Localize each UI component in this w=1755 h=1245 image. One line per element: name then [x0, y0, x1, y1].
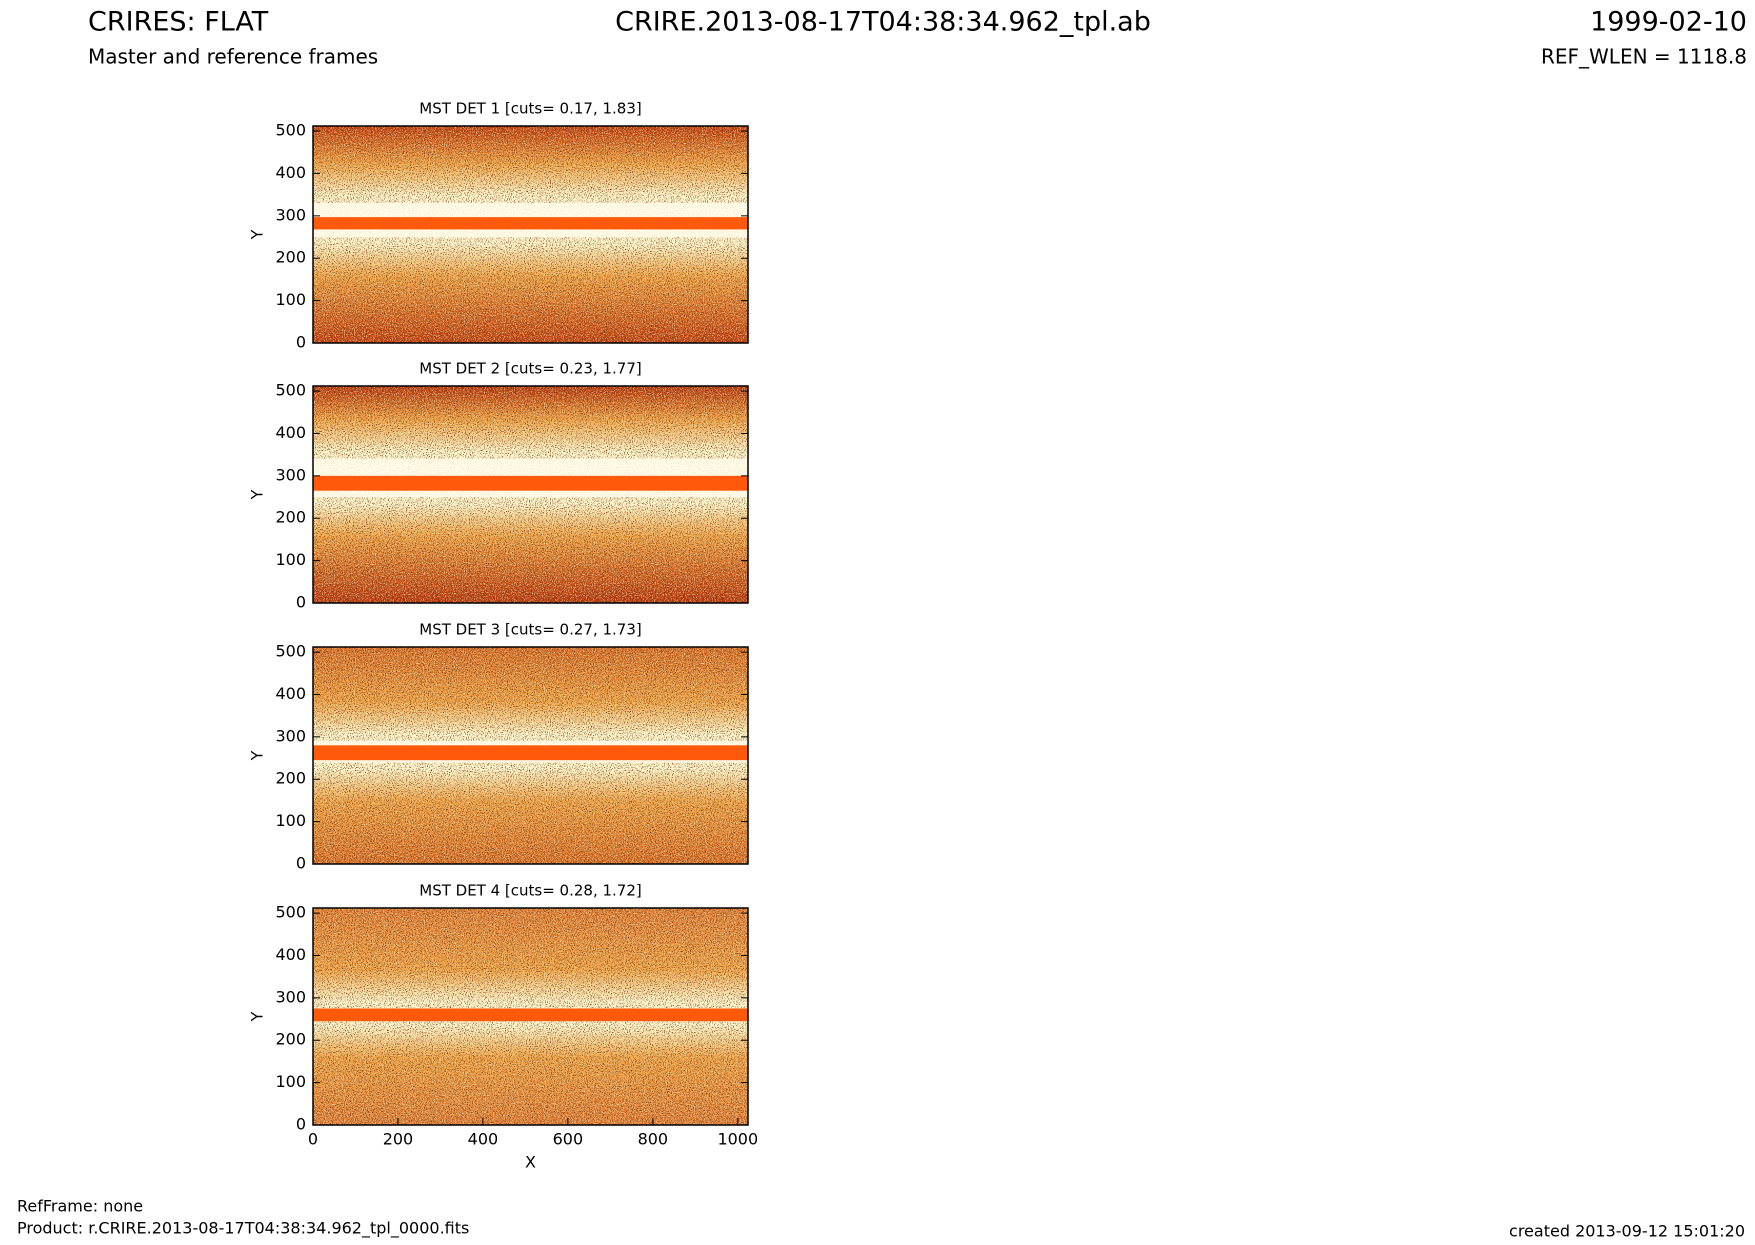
x-tick-label: 600	[553, 1130, 584, 1149]
y-tick-label: 0	[296, 854, 306, 873]
y-tick-label: 400	[275, 945, 306, 964]
image	[313, 386, 748, 603]
y-axis-label: Y	[248, 1011, 267, 1022]
panel: MST DET 2 [cuts= 0.23, 1.77] Y 0 100 200 300 4…	[248, 360, 749, 612]
y-tick-label: 100	[275, 550, 306, 569]
y-tick-label: 500	[275, 903, 306, 922]
panel: MST DET 3 [cuts= 0.27, 1.73] Y 0 100 200 300 4…	[248, 621, 749, 873]
y-tick-label: 500	[275, 381, 306, 400]
y-tick-label: 0	[296, 593, 306, 612]
x-axis-label: X	[525, 1153, 536, 1172]
y-tick-label: 0	[296, 1115, 306, 1134]
file-name: CRIRE.2013-08-17T04:38:34.962_tpl.ab	[615, 7, 1151, 38]
y-axis-label: Y	[248, 229, 267, 240]
y-axis-label: Y	[248, 750, 267, 761]
x-tick-label: 800	[638, 1130, 669, 1149]
y-tick-label: 300	[275, 726, 306, 745]
panel-title: MST DET 2 [cuts= 0.23, 1.77]	[419, 360, 642, 378]
x-tick-label: 200	[383, 1130, 414, 1149]
image	[313, 647, 748, 864]
image-band	[313, 217, 748, 230]
axes-frame	[312, 646, 749, 865]
y-tick-label: 100	[275, 290, 306, 309]
panel: MST DET 4 [cuts= 0.28, 1.72] Y 0 100 200 300 4…	[248, 882, 759, 1172]
y-tick-label: 100	[275, 811, 306, 830]
axes-frame	[312, 385, 749, 604]
y-tick-label: 0	[296, 333, 306, 352]
image	[313, 126, 748, 343]
y-tick-label: 300	[275, 465, 306, 484]
y-tick-label: 400	[275, 423, 306, 442]
ref-wlen: REF_WLEN = 1118.8	[1541, 45, 1747, 69]
y-tick-label: 200	[275, 769, 306, 788]
image-band	[313, 745, 748, 761]
subtitle: Master and reference frames	[88, 45, 378, 69]
ref-frame: RefFrame: none	[17, 1197, 143, 1216]
panel-title: MST DET 4 [cuts= 0.28, 1.72]	[419, 882, 642, 900]
title: CRIRES: FLAT	[88, 7, 269, 38]
y-tick-label: 200	[275, 508, 306, 527]
product: Product: r.CRIRE.2013-08-17T04:38:34.962…	[17, 1219, 469, 1239]
image	[313, 908, 748, 1125]
x-tick-label: 400	[468, 1130, 499, 1149]
date: 1999-02-10	[1590, 7, 1747, 38]
image-band	[313, 475, 748, 491]
x-tick-label: 0	[308, 1130, 318, 1149]
y-tick-label: 500	[275, 642, 306, 661]
panel: MST DET 1 [cuts= 0.17, 1.83] Y 0 100 200 300 4…	[248, 100, 749, 352]
image-band	[313, 1008, 748, 1022]
created: created 2013-09-12 15:01:20	[1509, 1222, 1745, 1241]
y-tick-label: 300	[275, 205, 306, 224]
y-tick-label: 100	[275, 1072, 306, 1091]
y-tick-label: 500	[275, 121, 306, 140]
y-tick-label: 200	[275, 248, 306, 267]
panel-title: MST DET 1 [cuts= 0.17, 1.83]	[419, 100, 642, 118]
axes-frame	[312, 907, 749, 1126]
y-tick-label: 200	[275, 1030, 306, 1049]
y-tick-label: 300	[275, 987, 306, 1006]
x-tick-label: 1000	[717, 1130, 758, 1149]
y-tick-label: 400	[275, 684, 306, 703]
panel-title: MST DET 3 [cuts= 0.27, 1.73]	[419, 621, 642, 639]
y-tick-label: 400	[275, 163, 306, 182]
axes-frame	[312, 125, 749, 344]
y-axis-label: Y	[248, 489, 267, 500]
